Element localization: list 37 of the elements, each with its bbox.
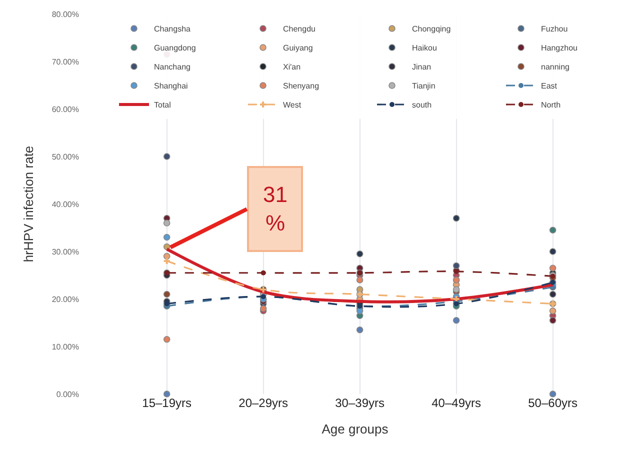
legend-label: Guiyang [283, 44, 313, 53]
x-tick-label: 30–39yrs [335, 396, 385, 410]
legend-label: North [541, 100, 561, 110]
y-tick-label: 10.00% [52, 342, 79, 352]
legend-label: Hangzhou [541, 44, 578, 53]
legend-label: Guangdong [154, 44, 196, 53]
legend-label: Chongqing [412, 24, 451, 34]
legend-label: south [412, 100, 432, 110]
legend-label: Xi'an [283, 62, 301, 72]
y-tick-label: 30.00% [52, 247, 79, 256]
y-tick-label: 80.00% [52, 10, 79, 19]
legend-label: Fuzhou [541, 24, 568, 34]
legend-label: Total [154, 100, 172, 110]
legend-label: Changsha [154, 24, 192, 34]
legend-label: Jinan [412, 62, 432, 72]
y-tick-label: 40.00% [52, 200, 79, 209]
legend-label: Chengdu [283, 24, 316, 34]
x-tick-label: 50–60yrs [528, 396, 578, 410]
x-tick-label: 15–19yrs [142, 396, 192, 410]
y-tick-label: 20.00% [52, 294, 79, 304]
legend-label: East [541, 82, 558, 91]
legend-label: Shenyang [283, 82, 320, 91]
x-tick-label: 40–49yrs [432, 396, 482, 410]
annotation: 31 % [263, 182, 288, 236]
x-tick-label: 20–29yrs [238, 396, 288, 410]
y-tick-label: 70.00% [52, 57, 79, 66]
legend-label: nanning [541, 62, 570, 72]
legend-label: West [283, 100, 302, 110]
y-tick-label: 50.00% [52, 152, 79, 162]
y-tick-label: 0.00% [56, 390, 79, 399]
legend-label: Shanghai [154, 82, 188, 91]
y-tick-label: 60.00% [52, 104, 79, 114]
legend-label: Haikou [412, 44, 437, 53]
legend-label: Nanchang [154, 62, 190, 72]
y-axis-title: hrHPV infection rate [20, 146, 36, 262]
x-axis-title: Age groups [322, 422, 389, 437]
legend-label: Tianjin [412, 82, 436, 91]
